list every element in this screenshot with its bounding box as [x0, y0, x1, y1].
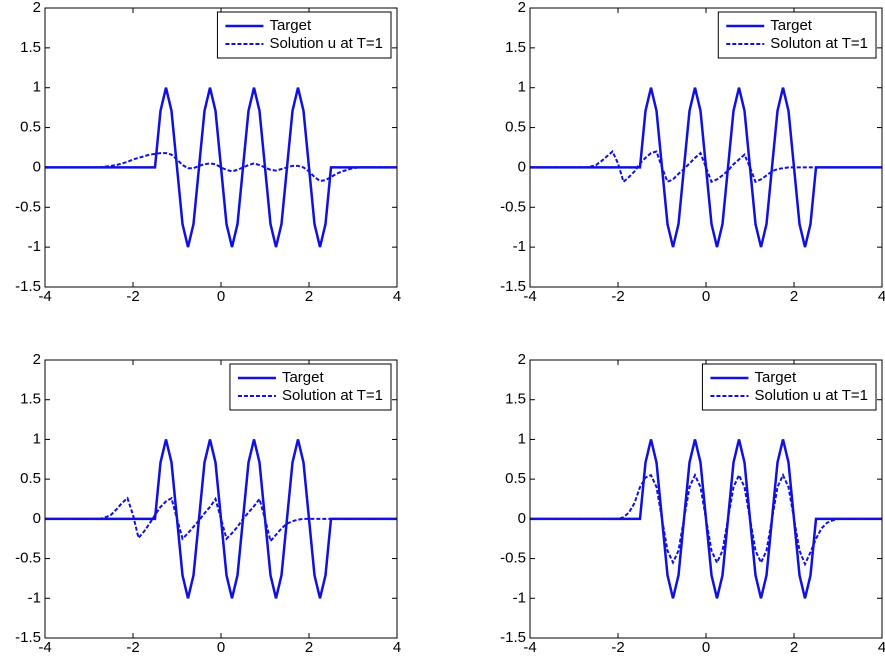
y-tick-label: -1.5 [15, 278, 41, 295]
axes-frame [529, 359, 883, 639]
x-tick-label: 0 [702, 639, 710, 656]
x-tick-label: 2 [790, 639, 798, 656]
plot-lines [530, 87, 882, 248]
y-tick-label: 0.5 [20, 119, 41, 136]
x-tick-label: 4 [393, 639, 401, 656]
y-tick-label: -1 [513, 589, 526, 606]
y-tick-label: 1.5 [20, 391, 41, 408]
series-line [45, 496, 397, 544]
plot-lines [45, 87, 397, 248]
x-tick-label: -2 [611, 288, 624, 305]
y-tick-label: 1.5 [505, 39, 526, 56]
x-tick-label: 2 [305, 639, 313, 656]
legend-label: Solution u at T=1 [269, 35, 383, 52]
legend-label: Target [770, 17, 813, 34]
legend-label: Soluton at T=1 [770, 35, 868, 52]
y-tick-label: 0 [33, 158, 41, 175]
x-tick-label: 2 [305, 288, 313, 305]
y-tick-label: 1 [33, 430, 41, 447]
axes-frame [529, 7, 883, 288]
y-tick-label: 0 [518, 510, 526, 527]
x-tick-label: 4 [878, 639, 885, 656]
y-tick-label: 2 [518, 0, 526, 16]
y-tick-label: 0 [518, 158, 526, 175]
y-tick-label: -1 [28, 589, 41, 606]
y-tick-label: -1 [513, 238, 526, 255]
series-line [45, 152, 397, 183]
plot-lines [530, 439, 882, 599]
y-tick-label: -1 [28, 238, 41, 255]
y-tick-label: 1 [518, 430, 526, 447]
axes-frame [44, 7, 398, 288]
axes-frame [44, 359, 398, 639]
legend-label: Target [269, 17, 312, 34]
x-tick-label: 0 [217, 639, 225, 656]
subplot: -4 -2 0 2 4 -1.5 -1 -0.5 0 0.5 1 1.5 2 TargetSolution… [15, 0, 401, 305]
series-line [530, 149, 882, 184]
y-tick-label: -1.5 [500, 629, 526, 646]
y-tick-label: 1 [33, 79, 41, 96]
series-line [530, 472, 882, 567]
x-tick-label: 4 [393, 288, 401, 305]
x-tick-label: 0 [217, 288, 225, 305]
subplot: -4 -2 0 2 4 -1.5 -1 -0.5 0 0.5 1 1.5 2 TargetSolution… [500, 351, 885, 656]
y-tick-label: 1 [518, 79, 526, 96]
y-tick-label: 2 [518, 351, 526, 368]
x-tick-label: 2 [790, 288, 798, 305]
y-tick-label: -0.5 [500, 550, 526, 567]
legend-label: Solution u at T=1 [754, 387, 868, 404]
x-tick-label: 4 [878, 288, 885, 305]
legend-label: Target [754, 369, 797, 386]
y-tick-label: 2 [33, 0, 41, 16]
legend-frame [229, 363, 392, 411]
x-tick-label: -4 [38, 288, 51, 305]
y-tick-label: 1.5 [505, 391, 526, 408]
legend-label: Target [282, 369, 325, 386]
y-tick-label: 0.5 [505, 470, 526, 487]
x-tick-label: -2 [126, 288, 139, 305]
x-tick-label: -2 [126, 639, 139, 656]
plot-lines [45, 439, 397, 599]
x-tick-label: -4 [38, 639, 51, 656]
legend-frame [701, 363, 877, 411]
y-tick-label: -0.5 [500, 198, 526, 215]
x-tick-label: 0 [702, 288, 710, 305]
x-tick-label: -4 [523, 639, 536, 656]
y-tick-label: 0.5 [505, 119, 526, 136]
legend-label: Solution at T=1 [282, 387, 383, 404]
series-line [45, 87, 397, 248]
y-tick-label: -1.5 [500, 278, 526, 295]
y-tick-label: -1.5 [15, 629, 41, 646]
y-tick-label: 2 [33, 351, 41, 368]
y-tick-label: 0 [33, 510, 41, 527]
y-tick-label: -0.5 [15, 550, 41, 567]
legend-frame [717, 11, 877, 59]
subplot: -4 -2 0 2 4 -1.5 -1 -0.5 0 0.5 1 1.5 2 TargetSoluton … [500, 0, 885, 305]
legend-frame [216, 11, 392, 59]
y-tick-label: -0.5 [15, 198, 41, 215]
y-tick-label: 1.5 [20, 39, 41, 56]
y-tick-label: 0.5 [20, 470, 41, 487]
x-tick-label: -4 [523, 288, 536, 305]
subplot: -4 -2 0 2 4 -1.5 -1 -0.5 0 0.5 1 1.5 2 TargetSolution… [15, 351, 401, 656]
x-tick-label: -2 [611, 639, 624, 656]
